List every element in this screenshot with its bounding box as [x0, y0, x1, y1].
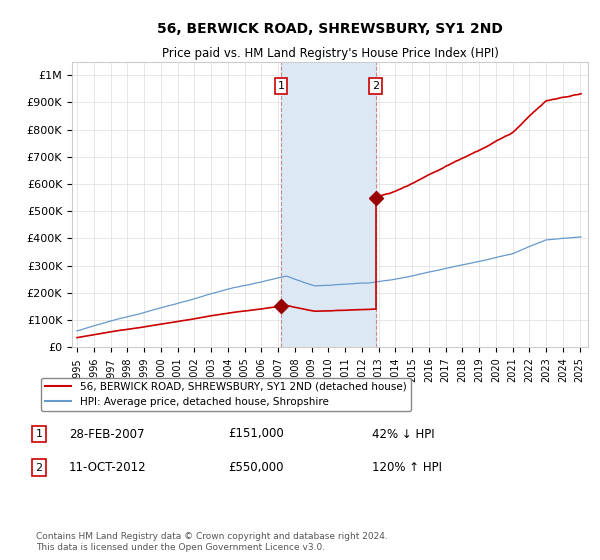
- Text: £550,000: £550,000: [228, 461, 284, 474]
- Text: 2: 2: [372, 81, 379, 91]
- Text: 11-OCT-2012: 11-OCT-2012: [69, 461, 146, 474]
- Text: 1: 1: [277, 81, 284, 91]
- Text: Contains HM Land Registry data © Crown copyright and database right 2024.
This d: Contains HM Land Registry data © Crown c…: [36, 532, 388, 552]
- Text: 1: 1: [35, 429, 43, 439]
- Legend: 56, BERWICK ROAD, SHREWSBURY, SY1 2ND (detached house), HPI: Average price, deta: 56, BERWICK ROAD, SHREWSBURY, SY1 2ND (d…: [41, 377, 410, 411]
- Text: 56, BERWICK ROAD, SHREWSBURY, SY1 2ND: 56, BERWICK ROAD, SHREWSBURY, SY1 2ND: [157, 22, 503, 36]
- Text: 2: 2: [35, 463, 43, 473]
- Title: Price paid vs. HM Land Registry's House Price Index (HPI): Price paid vs. HM Land Registry's House …: [161, 48, 499, 60]
- Text: 42% ↓ HPI: 42% ↓ HPI: [372, 427, 434, 441]
- Text: 120% ↑ HPI: 120% ↑ HPI: [372, 461, 442, 474]
- Bar: [281, 62, 376, 347]
- Text: £151,000: £151,000: [228, 427, 284, 441]
- Text: 28-FEB-2007: 28-FEB-2007: [69, 427, 145, 441]
